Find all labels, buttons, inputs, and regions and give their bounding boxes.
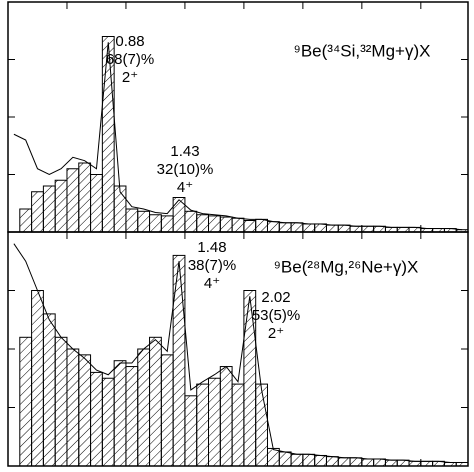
histogram-bar — [384, 459, 398, 467]
histogram-bar — [101, 377, 115, 467]
histogram-bar — [325, 456, 339, 467]
histogram-bar — [160, 354, 174, 467]
histogram-bar — [149, 336, 162, 467]
histogram-bar — [196, 383, 210, 467]
histogram-bar — [302, 223, 316, 233]
histogram-bar — [302, 453, 316, 467]
histogram-bar — [66, 168, 80, 233]
peak-annotation: 2.02 — [261, 289, 290, 306]
histogram-bar — [349, 457, 363, 467]
histogram-bar — [325, 224, 339, 233]
peak-annotation: 68(7)% — [106, 51, 154, 68]
histogram-bar — [219, 366, 233, 467]
histogram-bar — [314, 223, 327, 233]
reaction-label: ⁹Be(³⁴Si,³²Mg+γ)X — [294, 41, 431, 60]
histogram-bar — [19, 336, 33, 467]
histogram-bar — [373, 458, 386, 467]
histogram-bar — [255, 383, 268, 467]
histogram-bar — [184, 210, 198, 233]
histogram-bar — [172, 197, 186, 233]
peak-annotation: 2⁺ — [122, 69, 138, 86]
histogram-bar — [278, 222, 292, 233]
fit-line — [13, 42, 463, 231]
histogram-bar — [208, 215, 221, 233]
histogram-bar — [361, 458, 375, 467]
histogram-bar — [314, 454, 327, 467]
histogram-bar — [255, 218, 268, 233]
histogram-bar — [78, 162, 92, 233]
histogram-bar — [42, 185, 56, 233]
histogram-bar — [137, 210, 151, 233]
histogram-bar — [78, 354, 92, 467]
histogram-bar — [231, 217, 245, 233]
peak-annotation: 1.48 — [197, 239, 226, 256]
histogram-bar — [125, 208, 139, 233]
histogram-bar — [54, 336, 68, 467]
histogram-bar — [90, 174, 103, 233]
histogram-bar — [266, 221, 280, 233]
reaction-label: ⁹Be(²⁸Mg,²⁶Ne+γ)X — [274, 257, 419, 276]
histogram-bar — [137, 348, 151, 467]
histogram-bar — [113, 185, 127, 233]
histogram-bar — [278, 451, 292, 467]
histogram-bar — [31, 191, 44, 233]
peak-annotation: 4⁺ — [204, 275, 220, 292]
histogram-bar — [125, 366, 139, 467]
histogram-bar — [208, 377, 221, 467]
peak-annotation: 1.43 — [170, 143, 199, 160]
peak-annotation: 0.88 — [115, 33, 144, 50]
histogram-bar — [196, 214, 210, 233]
histogram-bar — [54, 179, 68, 233]
peak-annotation: 38(7)% — [188, 257, 236, 274]
histogram-bar — [42, 313, 56, 467]
histogram-bar — [66, 348, 80, 467]
fit-line — [13, 243, 463, 463]
histogram-bar — [231, 383, 245, 467]
histogram-bar — [290, 222, 304, 233]
histogram-bar — [219, 216, 233, 233]
histogram-bar — [349, 225, 363, 233]
histogram-bar — [113, 360, 127, 467]
histogram-bar — [243, 220, 257, 233]
histogram-bar — [19, 208, 33, 233]
histogram-bar — [266, 447, 280, 467]
histogram-bar — [337, 224, 351, 233]
peak-annotation: 32(10)% — [157, 161, 214, 178]
peak-annotation: 53(5)% — [252, 307, 300, 324]
histogram-bar — [160, 215, 174, 233]
histogram-bar — [184, 395, 198, 467]
peak-annotation: 4⁺ — [177, 179, 193, 196]
histogram-bar — [31, 290, 44, 467]
histogram-bar — [337, 457, 351, 467]
histogram-bar — [290, 453, 304, 467]
peak-annotation: 2⁺ — [268, 325, 284, 342]
histogram-bar — [361, 225, 375, 233]
histogram-bar — [90, 371, 103, 467]
histogram-bar — [149, 214, 162, 233]
histogram-bar — [172, 254, 186, 467]
